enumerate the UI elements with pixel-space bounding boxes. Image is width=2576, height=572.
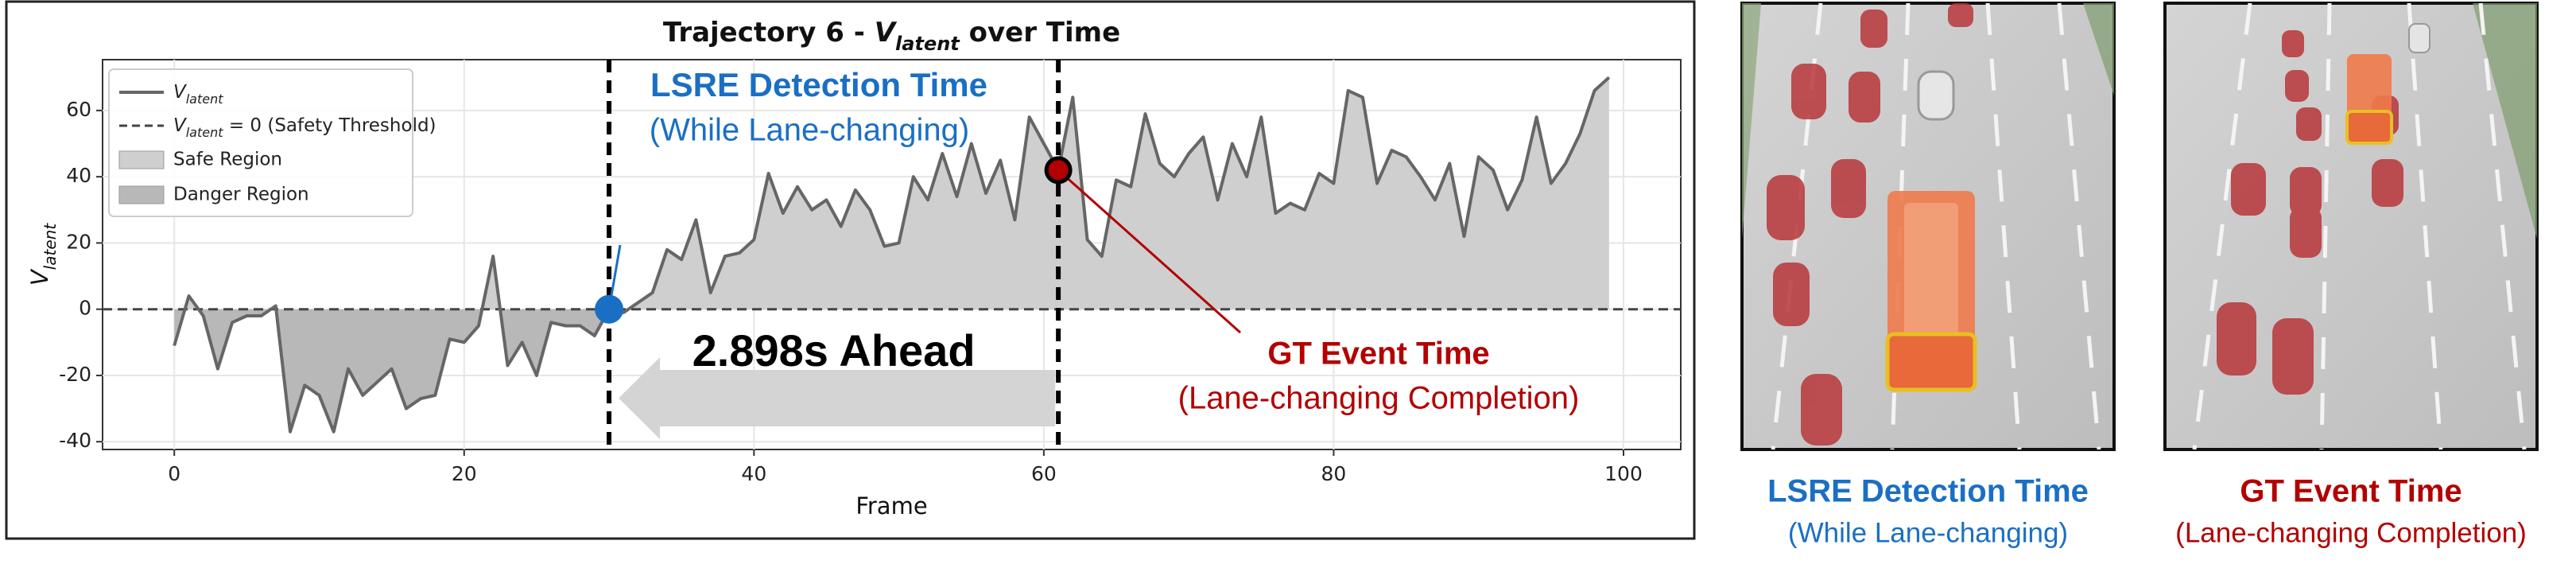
scene-left [1740,2,2116,451]
legend-box [108,68,413,217]
scene-right [2163,2,2539,451]
panel-subtitle: (While Lane-changing) [1788,517,2068,548]
plot-frame [102,59,1682,450]
pointer [1057,169,1241,334]
safe-region [184,77,1609,309]
legend-label-part: V [173,82,188,103]
chart-frame [5,0,1696,540]
x-tick-label: 0 [168,462,180,485]
chart-title-part: V [875,17,898,49]
captions: LSRE Detection Time (While Lane-changing)… [1767,474,2527,549]
y-axis-label: Vlatent [26,223,60,286]
legend-label: Vlatent = 0 (Safety Threshold) [173,115,436,141]
annotation-title: GT Event Time [1267,337,1489,372]
y-axis-label-part: latent [41,223,60,270]
detection-marker [595,294,624,324]
x-tick-label: 100 [1604,462,1643,485]
legend-swatch [118,150,165,169]
legend-label-part: = 0 (Safety Threshold) [223,115,436,136]
x-tick-label: 40 [741,462,766,485]
legend-swatch [118,185,165,204]
x-axis-label: Frame [855,492,927,519]
y-tick-label: -20 [59,363,91,386]
annotation-subtitle: (Lane-changing Completion) [1178,381,1580,416]
y-tick-label: -40 [59,429,91,452]
chart-title: Trajectory 6 - Vlatent over Time [663,17,1120,56]
event-marker [1044,156,1073,185]
y-tick-label: 0 [79,297,91,320]
lead-label: 2.898s Ahead [692,325,976,375]
y-tick-label: 60 [66,98,91,121]
legend-label: Safe Region [173,150,282,170]
y-axis-label-part: V [26,268,53,286]
y-tick-label: 20 [66,230,91,253]
legend-label: Danger Region [173,185,309,205]
panel-subtitle: (Lane-changing Completion) [2175,517,2527,548]
chart-title-part: over Time [960,17,1120,49]
x-tick-label: 80 [1321,462,1347,485]
annotation-title: LSRE Detection Time [650,66,987,103]
x-tick-label: 60 [1031,462,1057,485]
panel-title: GT Event Time [2240,474,2462,509]
legend-label-part: V [173,115,188,136]
chart-title-part: Trajectory 6 - [663,17,875,49]
chart-title-part: latent [895,33,960,55]
legend-label-part: latent [186,91,224,107]
legend-label-part: latent [186,125,224,140]
series-line [173,76,1611,434]
x-tick-label: 20 [452,462,477,485]
legend-label: Vlatent [173,82,223,107]
annotation-subtitle: (While Lane-changing) [650,113,969,148]
y-tick-label: 40 [66,164,91,187]
danger-region [174,309,1609,432]
plot: 0 20 40 60 80 100-40-200204060FrameVlatentVla… [26,59,1682,519]
panel-title: LSRE Detection Time [1767,474,2089,509]
lead-arrow [619,357,1056,439]
